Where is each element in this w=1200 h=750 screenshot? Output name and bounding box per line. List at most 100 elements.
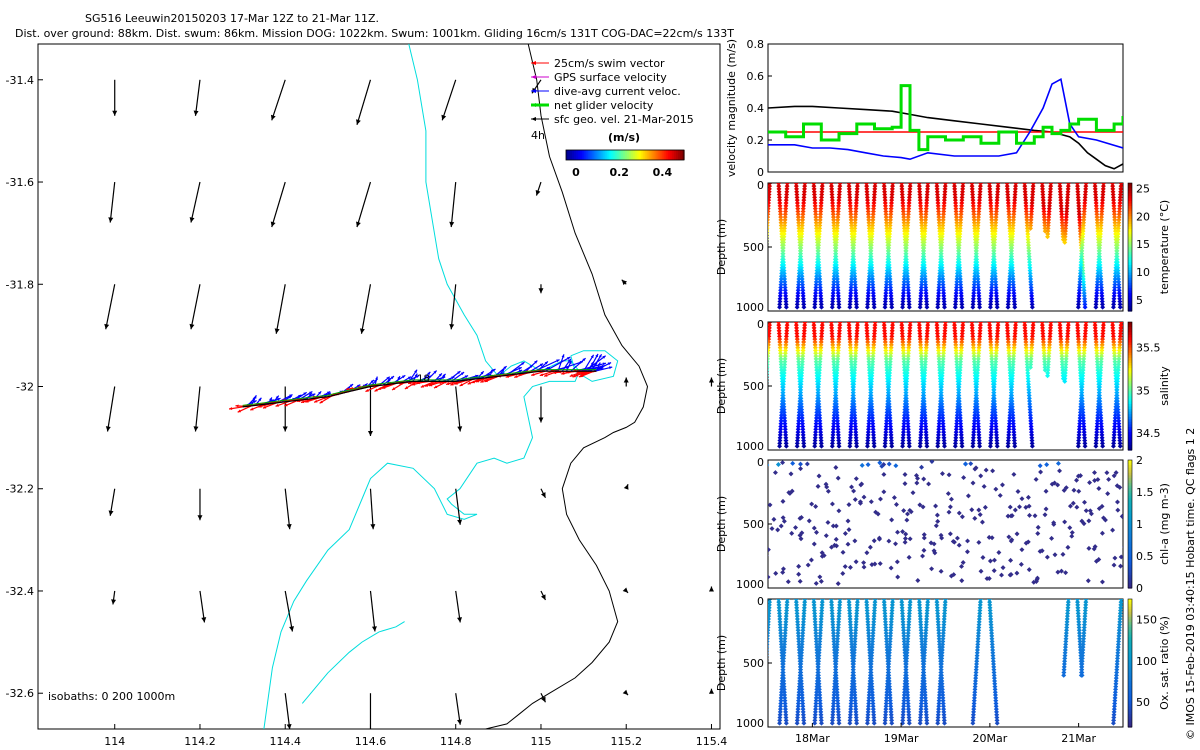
geo-velocity-arrow-36 [284, 590, 295, 632]
map-axes [37, 43, 721, 730]
isobath-200m-line [263, 44, 580, 729]
dac-vector-90 [595, 362, 601, 372]
geo-velocity-arrow-14 [274, 284, 286, 334]
temperature-panel: 0 500 1000 Depth (m) 5 10 15 20 25 temperature (°… [715, 179, 1171, 314]
map-colorbar [565, 149, 685, 161]
geo-velocity-arrow-22 [367, 386, 373, 436]
chla-axes [767, 459, 1124, 589]
geo-velocity-arrow-45 [540, 692, 547, 703]
speed-series-2 [768, 77, 1123, 161]
salinity-plot-area [768, 322, 1123, 449]
dac-vector-74 [557, 354, 565, 372]
geo-velocity-arrow-47 [708, 688, 714, 694]
speed-ytick-label-4: 0.8 [747, 38, 765, 51]
oxygen-ytick-label-1: 500 [743, 657, 764, 670]
chla-plot-area [768, 460, 1123, 587]
geo-velocity-arrow-28 [197, 488, 203, 521]
legend-scale-label: 4h [531, 129, 545, 142]
swim-vector-32 [365, 384, 380, 393]
temperature-axes [767, 182, 1124, 312]
temperature-plot-area [768, 183, 1123, 310]
chla-cbar-tick-3: 1.5 [1136, 486, 1154, 499]
map-xtick-label-2: 114.4 [269, 735, 301, 748]
map-plot-area: 18 [104, 44, 714, 729]
geo-velocity-arrow-46 [622, 689, 629, 696]
oxygen-ytick-label-2: 1000 [736, 717, 764, 730]
geo-velocity-arrow-42 [284, 693, 292, 729]
dac-vector-80 [583, 354, 595, 372]
dac-vector-77 [570, 357, 587, 372]
chla-colorbar [1127, 459, 1133, 589]
map-ytick-label-0: -31.4 [6, 74, 34, 87]
geo-velocity-arrow-39 [540, 590, 547, 601]
geo-velocity-arrow-17 [538, 284, 544, 294]
swim-vector-73 [539, 370, 554, 377]
geo-velocity-arrow-27 [108, 488, 116, 516]
geo-velocity-arrow-21 [282, 386, 288, 432]
swim-vector-46 [424, 380, 439, 387]
geo-velocity-arrow-6 [108, 181, 116, 223]
map-xtick-label-7: 115.4 [696, 735, 728, 748]
colorbar-unit-label: (m/s) [608, 131, 640, 144]
geo-velocity-arrow-3 [356, 79, 372, 125]
swim-vector-2 [237, 405, 252, 413]
dac-vector-9 [280, 395, 293, 403]
geo-velocity-arrow-30 [369, 488, 376, 530]
chla-panel: 0 500 1000 Depth (m) 0 0.5 1 1.5 2 chl-a (mg m-3) [715, 454, 1171, 595]
oxygen-cbar-tick-2: 150 [1136, 614, 1157, 627]
dac-vector-71 [544, 356, 571, 372]
oxygen-plot-area [768, 599, 1123, 726]
temperature-cbar-label: temperature (°C) [1158, 200, 1171, 294]
speed-ytick-label-1: 0.2 [747, 134, 765, 147]
speed-plot-area [768, 77, 1123, 170]
salinity-colorbar [1127, 321, 1133, 451]
temperature-cbar-tick-1: 10 [1136, 266, 1150, 279]
map-xtick-label-1: 114.2 [184, 735, 216, 748]
chla-ytick-label-2: 1000 [736, 578, 764, 591]
temperature-cbar-tick-3: 20 [1136, 210, 1150, 223]
map-ytick-label-1: -31.6 [6, 176, 34, 189]
temperature-cbar-tick-2: 15 [1136, 238, 1150, 251]
swim-vector-54 [459, 378, 474, 387]
temperature-cbar-tick-0: 5 [1136, 294, 1143, 307]
temperature-colorbar [1127, 182, 1133, 312]
isobath-1000m-line [301, 621, 405, 704]
temperature-ylabel: Depth (m) [715, 219, 728, 275]
chla-ylabel: Depth (m) [715, 496, 728, 552]
swim-vector-13 [284, 399, 299, 407]
salinity-ytick-label-0: 0 [757, 318, 764, 331]
salinity-cbar-tick-1: 35 [1136, 384, 1150, 397]
figure-title: SG516 Leeuwin20150203 17-Mar 12Z to 21-M… [85, 12, 379, 25]
geo-velocity-arrow-10 [449, 181, 457, 228]
chla-cbar-label: chl-a (mg m-3) [1158, 483, 1171, 565]
geo-velocity-arrow-44 [455, 693, 462, 725]
geo-velocity-arrow-19 [105, 386, 116, 432]
map-ytick-label-2: -31.8 [6, 278, 34, 291]
map-colorbar-tick-1: 0.2 [609, 166, 629, 179]
temperature-ytick-label-0: 0 [757, 179, 764, 192]
map-xtick-label-0: 114 [104, 735, 125, 748]
salinity-axes [767, 321, 1124, 451]
swim-vector-5 [250, 403, 265, 411]
geo-velocity-arrow-34 [111, 590, 117, 605]
salinity-ytick-label-2: 1000 [736, 440, 764, 453]
map-xtick-label-6: 115.2 [610, 735, 642, 748]
geo-velocity-arrow-29 [284, 488, 292, 530]
speed-ylabel: velocity magnitude (m/s) [725, 39, 738, 177]
geo-velocity-arrow-4 [441, 79, 457, 121]
salinity-ytick-label-1: 500 [743, 380, 764, 393]
geo-velocity-arrow-7 [189, 181, 201, 223]
oxygen-cbar-tick-0: 50 [1136, 696, 1150, 709]
oxygen-cbar-tick-1: 100 [1136, 655, 1157, 668]
chla-ytick-label-0: 0 [757, 456, 764, 469]
geo-velocity-arrow-16 [449, 284, 457, 330]
salinity-cbar-tick-2: 35.5 [1136, 342, 1161, 355]
glider-track-line [242, 370, 597, 408]
legend-label-1: GPS surface velocity [554, 71, 667, 84]
legend-label-3: net glider velocity [554, 99, 654, 112]
geo-velocity-arrow-20 [193, 386, 201, 432]
map-ytick-label-5: -32.4 [6, 585, 34, 598]
map-ytick-label-3: -32 [16, 381, 34, 394]
map-ytick-label-6: -32.6 [6, 687, 34, 700]
